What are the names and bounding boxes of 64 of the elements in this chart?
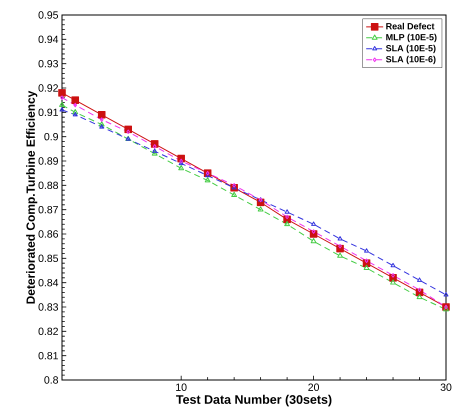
point: [418, 288, 422, 292]
y-tick-label: 0.92: [38, 84, 58, 92]
x-tick-label: 30: [440, 384, 452, 391]
point: [71, 96, 80, 104]
legend-label: MLP (10E-5): [386, 34, 437, 42]
point: [444, 292, 448, 296]
point: [60, 95, 64, 100]
y-tick-label: 0.88: [38, 182, 58, 190]
y-tick-label: 0.94: [38, 36, 58, 44]
x-axis-title: Test Data Number (30sets): [176, 394, 332, 406]
y-tick-label: 0.89: [38, 157, 58, 165]
point: [60, 107, 64, 112]
point: [417, 277, 422, 282]
point: [416, 294, 422, 300]
point: [390, 279, 396, 285]
point: [58, 89, 66, 97]
point: [312, 229, 316, 234]
point: [231, 192, 238, 197]
y-axis-title: Deteriorated Comp.Turbine Efficiency: [26, 90, 38, 304]
point: [72, 112, 78, 116]
point: [258, 206, 264, 212]
point: [311, 221, 316, 226]
point: [338, 236, 343, 241]
point: [204, 177, 211, 182]
legend-label: SLA (10E-5): [386, 44, 436, 54]
point: [152, 150, 158, 156]
point: [152, 148, 158, 153]
point: [100, 117, 104, 122]
point: [364, 264, 370, 270]
y-tick-label: 0.87: [38, 206, 58, 214]
y-tick-label: 0.91: [38, 108, 58, 116]
legend-label: SLA (10E-6): [386, 56, 436, 64]
y-tick-label: 0.93: [38, 60, 58, 68]
point: [285, 214, 289, 220]
point: [72, 109, 78, 114]
point: [178, 165, 184, 170]
x-tick-label: 10: [176, 384, 187, 391]
y-tick-label: 0.8: [44, 376, 58, 384]
y-tick-label: 0.85: [38, 254, 58, 262]
point: [390, 262, 396, 268]
y-tick-label: 0.83: [38, 303, 58, 311]
point: [99, 124, 104, 129]
point: [126, 130, 130, 134]
legend-label: Real Defect: [386, 22, 434, 30]
point: [284, 220, 290, 226]
y-tick-label: 0.82: [38, 328, 58, 336]
point: [310, 238, 317, 244]
point: [98, 121, 105, 126]
point: [152, 144, 157, 149]
y-tick-label: 0.84: [38, 278, 58, 286]
point: [73, 102, 78, 108]
y-tick-label: 0.9: [44, 132, 58, 140]
y-tick-label: 0.86: [38, 230, 58, 238]
point: [284, 209, 290, 214]
x-tick-label: 20: [308, 384, 319, 391]
point: [337, 252, 343, 258]
y-tick-label: 0.95: [38, 11, 58, 19]
point: [391, 273, 395, 278]
point: [338, 244, 342, 248]
point: [364, 258, 368, 264]
y-tick-label: 0.81: [38, 352, 58, 360]
point: [364, 248, 370, 253]
point: [98, 110, 106, 119]
point: [59, 102, 65, 107]
